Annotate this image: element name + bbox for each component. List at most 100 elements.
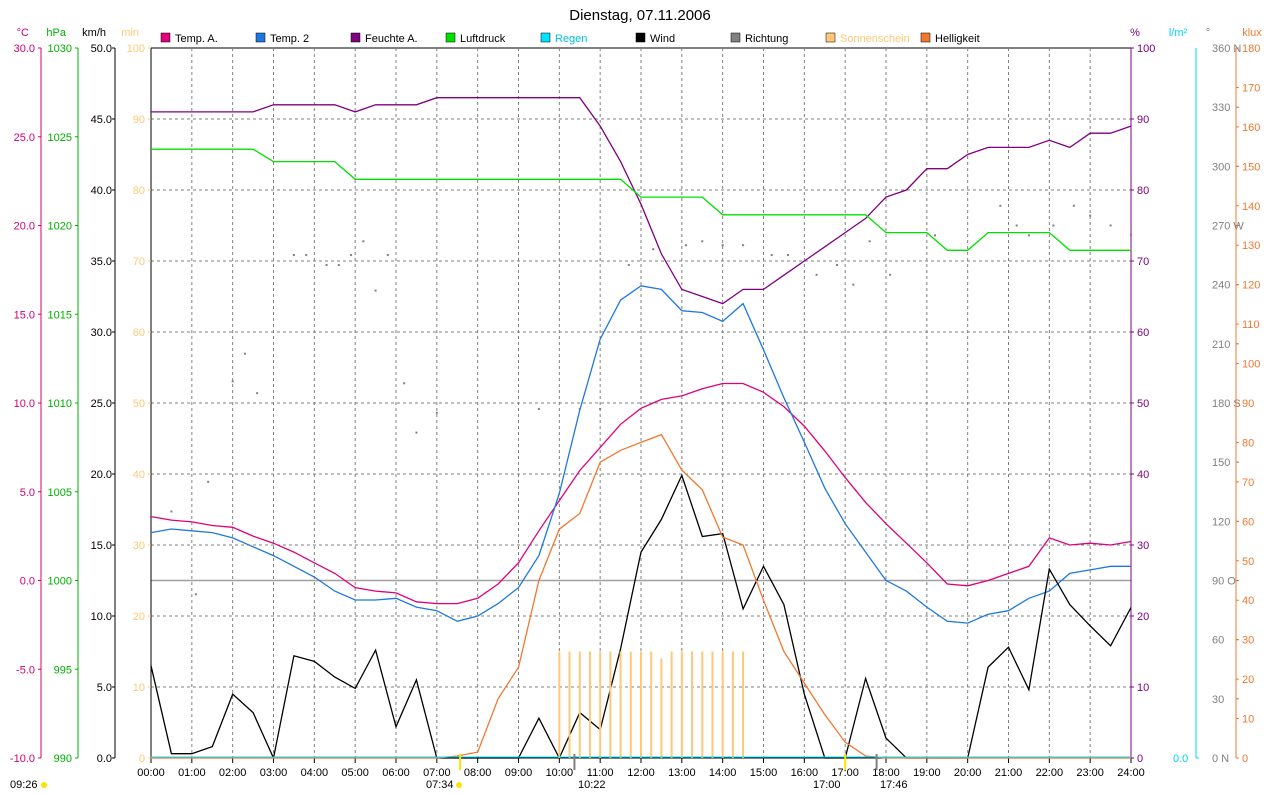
x-tick-label: 02:00 <box>219 767 247 779</box>
direction-point <box>350 254 353 257</box>
direction-point <box>374 289 377 292</box>
humidity-unit-label: % <box>1130 27 1140 39</box>
wind-tick-label: 0.0 <box>97 753 112 765</box>
wind-tick-label: 40.0 <box>91 185 112 197</box>
temp-tick-label: 5.0 <box>20 487 35 499</box>
legend-swatch <box>160 32 171 43</box>
x-tick-label: 14:00 <box>709 767 737 779</box>
direction-point <box>194 593 197 596</box>
direction-tick-label: 270 W <box>1212 221 1244 233</box>
direction-tick-label: 60 <box>1212 635 1224 647</box>
humidity-tick-label: 100 <box>1137 43 1155 55</box>
x-tick-label: 08:00 <box>464 767 492 779</box>
direction-unit-label: ° <box>1206 27 1210 39</box>
direction-point <box>787 254 789 257</box>
legend-swatch <box>445 32 456 43</box>
x-tick-label: 07:00 <box>423 767 451 779</box>
direction-tick-label: 150 <box>1212 457 1230 469</box>
legend-label: Luftdruck <box>460 33 506 45</box>
legend-swatch <box>540 32 551 43</box>
brightness-tick-label: 50 <box>1242 556 1254 568</box>
x-tick-label: 17:00 <box>831 767 859 779</box>
brightness-tick-label: 130 <box>1242 240 1260 252</box>
civil-label: 17:00 <box>813 779 841 791</box>
brightness-tick-label: 0 <box>1242 753 1248 765</box>
legend-swatch <box>730 32 741 43</box>
sun-tick-label: 40 <box>133 469 145 481</box>
pressure-tick-label: 1030 <box>48 43 72 55</box>
legend-swatch <box>350 32 361 43</box>
direction-tick-label: 120 <box>1212 516 1230 528</box>
legend: Temp. A. Temp. 2 Feuchte A. Luftdruck Regen W… <box>160 32 980 45</box>
humidity-tick-label: 20 <box>1137 611 1149 623</box>
direction-point <box>889 273 892 276</box>
humidity-tick-label: 60 <box>1137 327 1149 339</box>
brightness-tick-label: 150 <box>1242 161 1260 173</box>
direction-point <box>243 352 246 355</box>
direction-tick-label: 210 <box>1212 339 1230 351</box>
wind-tick-label: 20.0 <box>91 469 112 481</box>
x-tick-label: 16:00 <box>791 767 819 779</box>
x-tick-label: 20:00 <box>954 767 982 779</box>
brightness-tick-label: 100 <box>1242 359 1260 371</box>
chart-marks <box>150 97 1132 770</box>
direction-point <box>1109 224 1112 227</box>
direction-point <box>415 431 418 434</box>
bottom-labels: 09:26 07:34 10:22 17:00 17:46 <box>10 779 908 791</box>
wind-unit-label: km/h <box>82 27 106 39</box>
wind-tick-label: 35.0 <box>91 256 112 268</box>
direction-point <box>815 273 818 276</box>
x-tick-label: 22:00 <box>1036 767 1064 779</box>
pressure-unit-label: hPa <box>46 27 66 39</box>
x-tick-label: 13:00 <box>668 767 696 779</box>
axes: 00:00 01:00 02:00 03:00 04:00 05:00 06:00 07:00… <box>10 43 1260 779</box>
x-tick-label: 21:00 <box>995 767 1023 779</box>
legend-label: Sonnenschein <box>840 33 910 45</box>
temp-tick-label: -5.0 <box>16 664 35 676</box>
legend-label: Feuchte A. <box>365 33 418 45</box>
pressure-tick-label: 990 <box>54 753 72 765</box>
brightness-tick-label: 110 <box>1242 319 1260 331</box>
legend-label: Temp. A. <box>175 33 218 45</box>
direction-point <box>403 382 406 385</box>
pressure-tick-label: 1005 <box>48 487 72 499</box>
direction-point <box>1027 234 1030 237</box>
direction-point <box>652 248 655 251</box>
humidity-tick-label: 50 <box>1137 398 1149 410</box>
sun-tick-label: 0 <box>139 753 145 765</box>
direction-point <box>1052 224 1055 227</box>
temp-tick-label: 0.0 <box>20 576 35 588</box>
direction-point <box>337 263 340 266</box>
brightness-tick-label: 120 <box>1242 280 1260 292</box>
legend-label: Regen <box>555 33 587 45</box>
direction-tick-label: 180 S <box>1212 398 1241 410</box>
sun-tick-label: 50 <box>133 398 145 410</box>
temp-tick-label: 25.0 <box>14 132 35 144</box>
brightness-tick-label: 60 <box>1242 516 1254 528</box>
x-tick-label: 24:00 <box>1117 767 1145 779</box>
x-tick-label: 00:00 <box>137 767 165 779</box>
humidity-tick-label: 30 <box>1137 540 1149 552</box>
sun-marker <box>41 782 47 788</box>
humidity-tick-label: 90 <box>1137 114 1149 126</box>
wind-tick-label: 50.0 <box>91 43 112 55</box>
direction-point <box>386 254 389 257</box>
direction-point <box>537 407 540 410</box>
direction-tick-label: 360 N <box>1212 43 1241 55</box>
brightness-tick-label: 10 <box>1242 714 1254 726</box>
direction-point <box>868 240 871 243</box>
brightness-tick-label: 170 <box>1242 82 1260 94</box>
wind-tick-label: 15.0 <box>91 540 112 552</box>
direction-tick-label: 0 N <box>1212 753 1229 765</box>
series-line-helligkeit <box>151 433 1131 759</box>
humidity-tick-label: 80 <box>1137 185 1149 197</box>
direction-point <box>256 392 259 395</box>
x-tick-label: 10:00 <box>546 767 574 779</box>
x-tick-label: 04:00 <box>301 767 329 779</box>
direction-point <box>305 254 308 257</box>
direction-point <box>721 244 724 247</box>
direction-point <box>701 240 704 243</box>
x-tick-label: 12:00 <box>627 767 655 779</box>
brightness-tick-label: 90 <box>1242 398 1254 410</box>
direction-point <box>599 407 602 410</box>
